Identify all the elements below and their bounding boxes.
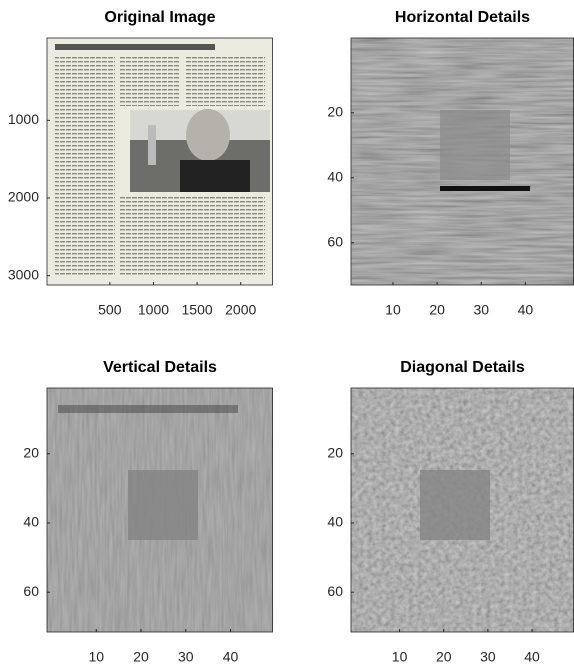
image-original [47,38,273,285]
x-tick-label: 40 [524,649,540,665]
image-vertical [47,388,273,632]
y-tick-label: 40 [23,514,39,530]
y-tick-label: 1000 [8,111,39,127]
axes-title: Original Image [104,9,215,26]
x-tick-label: 20 [133,649,149,665]
x-tick-label: 40 [223,649,239,665]
x-tick-label: 30 [178,649,194,665]
x-tick-label: 1000 [138,302,169,318]
x-tick-label: 10 [385,302,401,318]
x-tick-label: 10 [88,649,104,665]
y-tick-label: 20 [23,444,39,460]
page: {"chart_data": [ {"type": "image", "titl… [0,0,574,671]
y-tick-label: 2000 [8,189,39,205]
x-tick-label: 10 [392,649,408,665]
x-tick-label: 20 [436,649,452,665]
x-tick-label: 1500 [182,302,213,318]
axes-title: Vertical Details [103,359,217,376]
figure: Original Image 500 1000 1500 2000 1000 2000 300… [0,0,574,671]
y-tick-label: 60 [23,583,39,599]
x-tick-label: 500 [98,302,122,318]
image-horizontal [351,38,574,285]
axes-title: Diagonal Details [400,359,525,376]
y-tick-label: 60 [327,583,343,599]
y-tick-label: 40 [327,168,343,184]
x-tick-label: 30 [480,649,496,665]
y-tick-label: 20 [327,444,343,460]
x-tick-label: 20 [429,302,445,318]
x-tick-label: 2000 [225,302,256,318]
x-tick-label: 30 [473,302,489,318]
y-tick-label: 60 [327,233,343,249]
y-tick-label: 40 [327,514,343,530]
image-diagonal [351,388,574,632]
x-tick-label: 40 [518,302,534,318]
y-tick-label: 3000 [8,266,39,282]
axes-title: Horizontal Details [395,9,530,26]
y-tick-label: 20 [327,103,343,119]
